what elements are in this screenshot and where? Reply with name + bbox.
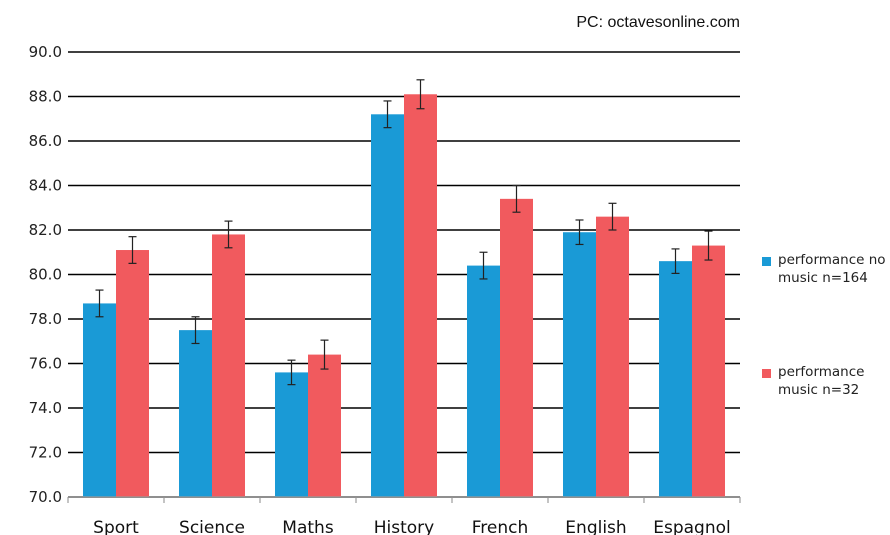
y-tick-label: 74.0 <box>29 399 62 417</box>
y-tick-label: 70.0 <box>29 488 62 506</box>
bar-science-series-1 <box>212 234 245 497</box>
bar-espagnol-series-1 <box>692 245 725 497</box>
bar-history-series-0 <box>371 114 404 498</box>
y-tick-label: 72.0 <box>29 444 62 462</box>
bar-sport-series-0 <box>83 303 116 497</box>
y-tick-label: 84.0 <box>29 177 62 195</box>
y-tick-label: 80.0 <box>29 266 62 284</box>
legend-swatch-no-music <box>762 257 771 266</box>
legend-item-no-music: performance no music n=164 <box>762 252 890 287</box>
bar-maths-series-1 <box>308 354 341 497</box>
x-tick-label: History <box>374 518 434 535</box>
x-tick-label: English <box>565 518 626 535</box>
y-tick-label: 86.0 <box>29 132 62 150</box>
bar-french-series-0 <box>467 265 500 497</box>
x-tick-label: Sport <box>93 518 139 535</box>
legend-item-music: performance music n=32 <box>762 364 890 399</box>
bar-sport-series-1 <box>116 250 149 497</box>
y-tick-label: 76.0 <box>29 355 62 373</box>
bar-history-series-1 <box>404 94 437 498</box>
legend-label-music: performance music n=32 <box>778 364 865 398</box>
legend-label-no-music: performance no music n=164 <box>778 252 886 286</box>
y-tick-label: 88.0 <box>29 88 62 106</box>
legend-swatch-music <box>762 369 771 378</box>
y-tick-label: 82.0 <box>29 221 62 239</box>
y-tick-label: 90.0 <box>29 43 62 61</box>
bar-espagnol-series-0 <box>659 261 692 497</box>
x-tick-label: Espagnol <box>653 518 731 535</box>
x-tick-label: Science <box>179 518 245 535</box>
x-tick-label: Maths <box>282 518 334 535</box>
bar-english-series-1 <box>596 216 629 497</box>
image-credit: PC: octavesonline.com <box>576 14 740 31</box>
x-tick-label: French <box>472 518 529 535</box>
bar-english-series-0 <box>563 232 596 497</box>
bar-science-series-0 <box>179 330 212 497</box>
bar-maths-series-0 <box>275 372 308 497</box>
bar-french-series-1 <box>500 198 533 497</box>
y-tick-label: 78.0 <box>29 310 62 328</box>
